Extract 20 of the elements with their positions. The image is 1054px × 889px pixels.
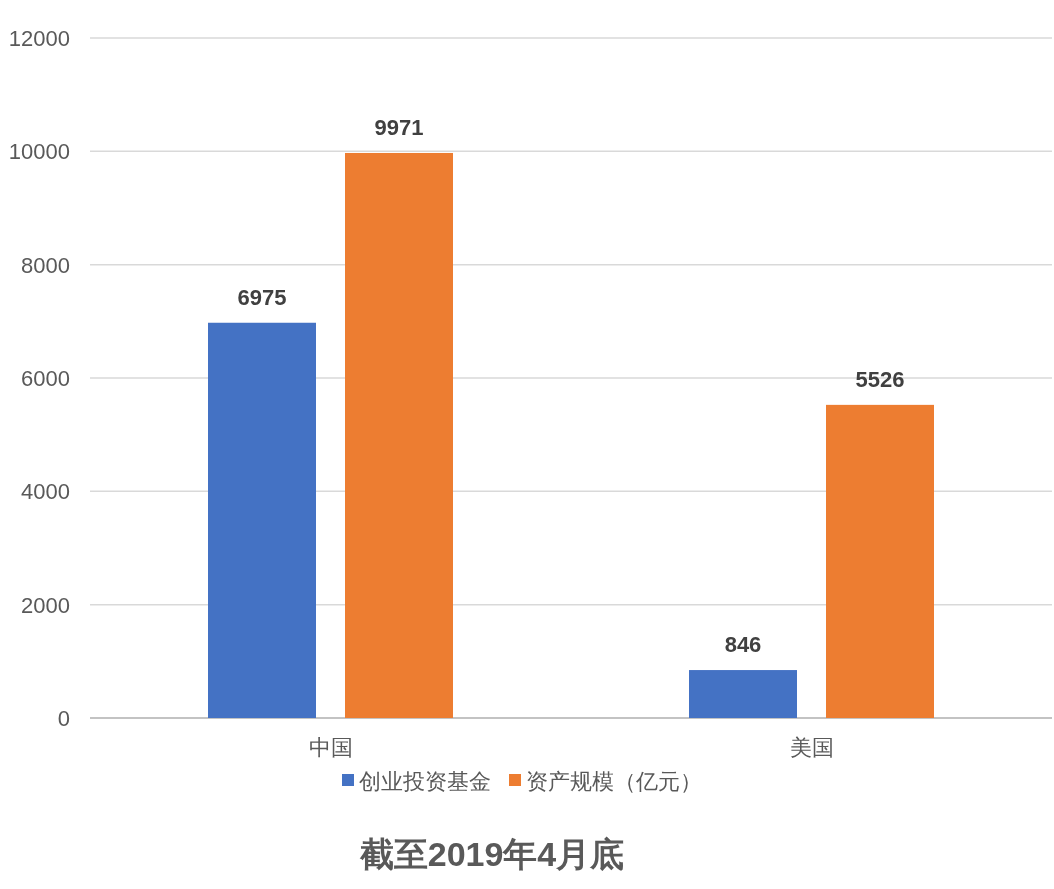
y-tick-label: 12000: [8, 26, 70, 51]
y-tick-label: 6000: [21, 366, 70, 391]
legend-label: 创业投资基金: [359, 769, 491, 794]
x-tick-label: 美国: [789, 735, 834, 760]
text: 截至2019年4月底: [358, 835, 625, 873]
x-tick-label: 中国: [308, 735, 353, 760]
y-tick-label: 0: [57, 706, 70, 731]
bar: [689, 670, 797, 718]
legend-label: 资产规模（亿元）: [526, 769, 702, 794]
y-tick-label: 2000: [21, 592, 70, 618]
y-tick-label: 8000: [21, 252, 70, 278]
data-label: 6975: [237, 284, 287, 310]
data-label: 5526: [855, 366, 905, 392]
data-label: 9971: [374, 114, 424, 140]
bar: [826, 404, 934, 718]
y-tick-label: 10000: [8, 139, 70, 165]
y-tick-label: 4000: [21, 479, 70, 505]
bar: [345, 152, 453, 718]
bar: [208, 322, 316, 718]
data-label: 846: [724, 632, 762, 658]
